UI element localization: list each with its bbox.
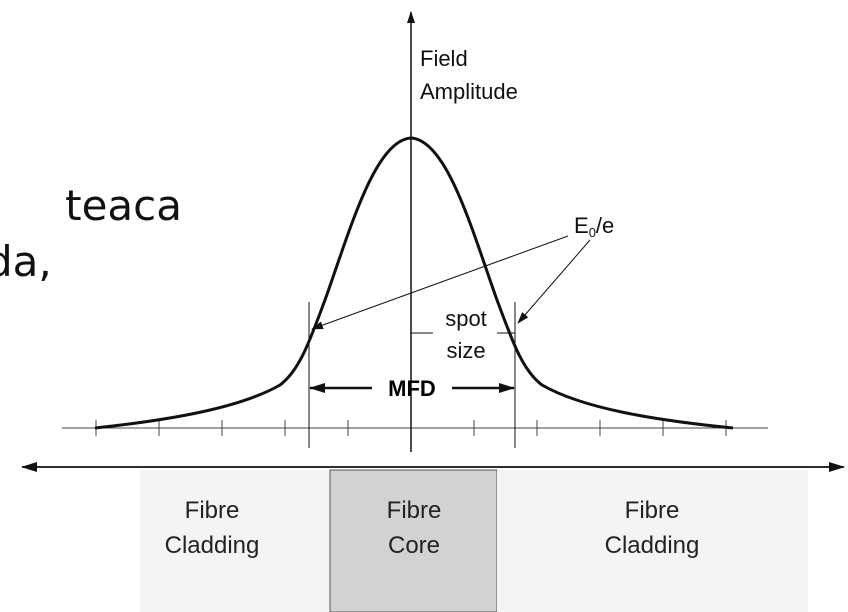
region-label: Fibre — [387, 497, 442, 524]
pointer-arrow — [517, 239, 591, 324]
e-label: E0/e — [574, 213, 614, 240]
core-region — [329, 469, 498, 612]
axis-label: Field — [420, 46, 468, 71]
axis-label: Amplitude — [420, 79, 518, 104]
mfd-label: MFD — [388, 376, 436, 401]
pointer-arrow — [311, 235, 569, 330]
field-curve — [94, 136, 734, 430]
text-fragment: da, — [0, 237, 52, 286]
region-label: Cladding — [165, 532, 260, 559]
text-fragment: teaca — [65, 181, 182, 230]
spot-label: spot — [445, 306, 487, 331]
e-rest: /e — [596, 213, 614, 238]
region-label: Cladding — [605, 532, 700, 559]
cladding-region — [497, 470, 808, 612]
region-label: Fibre — [625, 497, 680, 524]
region-label: Core — [388, 532, 440, 559]
region-label: Fibre — [185, 497, 240, 524]
spot-label: size — [446, 338, 485, 363]
e-main: E — [574, 213, 589, 238]
e-sub: 0 — [589, 225, 596, 240]
cladding-region — [140, 470, 330, 612]
